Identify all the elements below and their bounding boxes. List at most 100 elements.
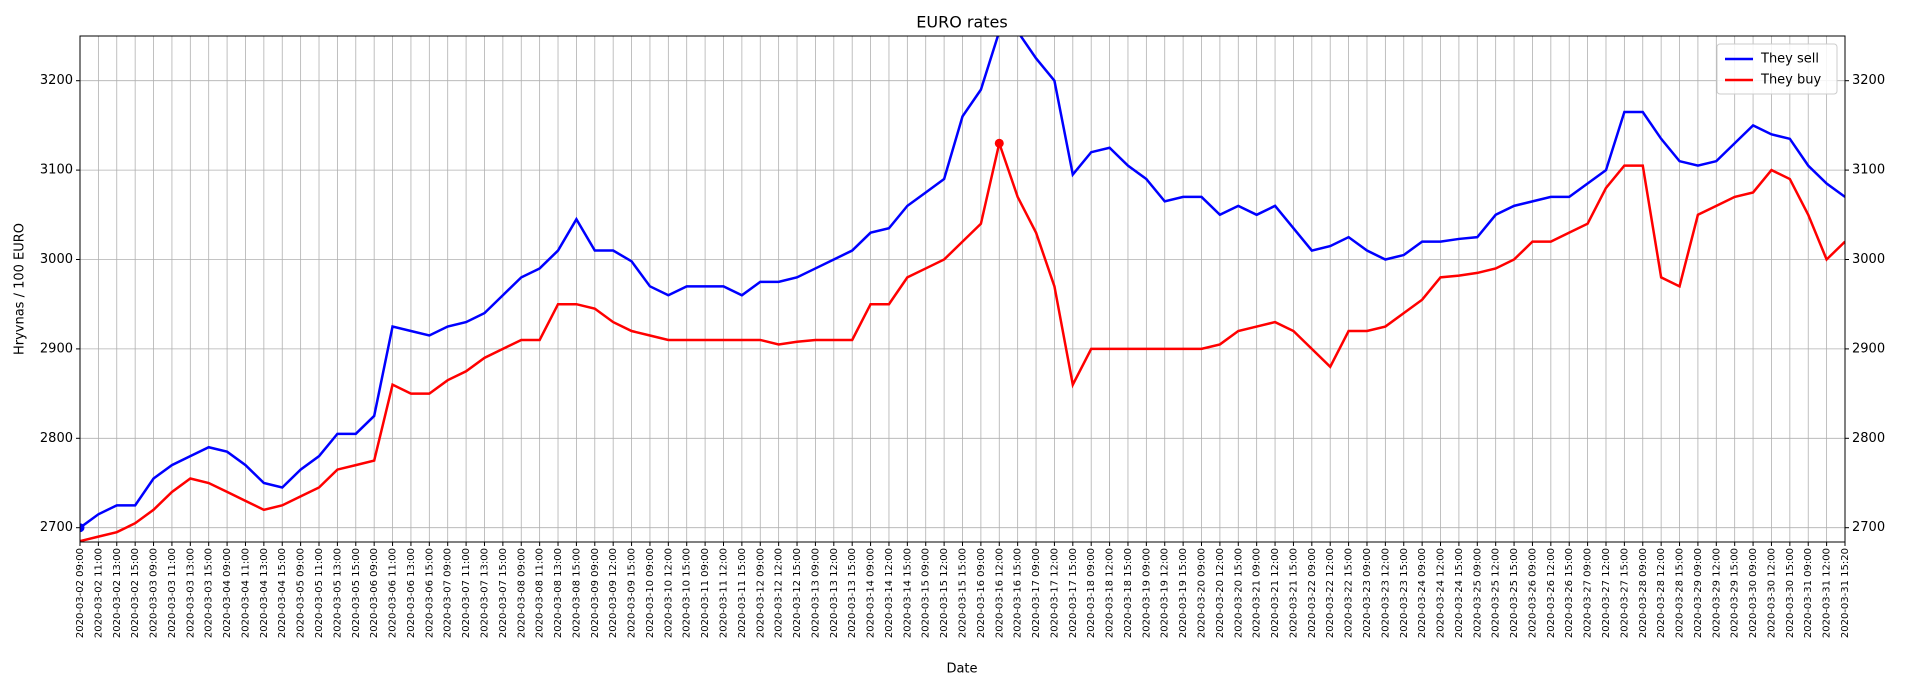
x-tick-label: 2020-03-18 09:00	[1086, 548, 1097, 638]
x-tick-label: 2020-03-24 15:00	[1454, 548, 1465, 638]
x-tick-label: 2020-03-05 09:00	[296, 548, 307, 638]
x-tick-label: 2020-03-09 09:00	[590, 548, 601, 638]
x-tick-label: 2020-03-19 09:00	[1141, 548, 1152, 638]
x-tick-label: 2020-03-03 15:00	[204, 548, 215, 638]
x-tick-label: 2020-03-07 11:00	[461, 548, 472, 638]
x-tick-label: 2020-03-11 12:00	[718, 548, 729, 638]
x-tick-label: 2020-03-14 15:00	[902, 548, 913, 638]
plot-area	[80, 36, 1845, 542]
x-tick-label: 2020-03-17 12:00	[1049, 548, 1060, 638]
x-tick-label: 2020-03-11 09:00	[700, 548, 711, 638]
x-tick-label: 2020-03-03 11:00	[167, 548, 178, 638]
x-tick-label: 2020-03-07 09:00	[443, 548, 454, 638]
x-tick-label: 2020-03-07 13:00	[479, 548, 490, 638]
x-tick-label: 2020-03-18 15:00	[1123, 548, 1134, 638]
x-tick-label: 2020-03-13 15:00	[847, 548, 858, 638]
x-tick-label: 2020-03-11 15:00	[737, 548, 748, 638]
x-tick-label: 2020-03-17 15:00	[1068, 548, 1079, 638]
x-tick-label: 2020-03-06 11:00	[388, 548, 399, 638]
x-tick-label: 2020-03-12 09:00	[755, 548, 766, 638]
y-tick-label: 3000	[40, 252, 73, 267]
x-tick-label: 2020-03-21 09:00	[1252, 548, 1263, 638]
x-axis-label: Date	[946, 662, 977, 677]
x-tick-label: 2020-03-26 15:00	[1564, 548, 1575, 638]
x-tick-label: 2020-03-13 09:00	[810, 548, 821, 638]
x-tick-label: 2020-03-16 15:00	[1013, 548, 1024, 638]
x-tick-label: 2020-03-20 15:00	[1233, 548, 1244, 638]
x-tick-label: 2020-03-21 15:00	[1288, 548, 1299, 638]
x-tick-label: 2020-03-20 12:00	[1215, 548, 1226, 638]
x-tick-label: 2020-03-06 13:00	[406, 548, 417, 638]
x-tick-label: 2020-03-06 09:00	[369, 548, 380, 638]
x-tick-label: 2020-03-10 12:00	[663, 548, 674, 638]
x-tick-label: 2020-03-16 12:00	[994, 548, 1005, 638]
x-tick-label: 2020-03-12 12:00	[774, 548, 785, 638]
x-tick-label: 2020-03-04 15:00	[277, 548, 288, 638]
y2-tick-label: 3100	[1852, 163, 1885, 178]
x-tick-label: 2020-03-08 11:00	[535, 548, 546, 638]
x-tick-label: 2020-03-02 13:00	[112, 548, 123, 638]
marker	[994, 138, 1004, 148]
y2-tick-label: 2700	[1852, 520, 1885, 535]
plot-frame	[79, 35, 1846, 543]
x-tick-label: 2020-03-29 15:00	[1730, 548, 1741, 638]
x-tick-label: 2020-03-19 12:00	[1160, 548, 1171, 638]
legend-label: They buy	[1760, 73, 1821, 88]
x-tick-label: 2020-03-14 09:00	[866, 548, 877, 638]
y-tick-label: 2700	[40, 520, 73, 535]
x-tick-label: 2020-03-16 09:00	[976, 548, 987, 638]
legend-box	[1716, 43, 1838, 95]
x-tick-label: 2020-03-08 13:00	[553, 548, 564, 638]
x-tick-label: 2020-03-05 13:00	[332, 548, 343, 638]
x-tick-label: 2020-03-27 15:00	[1619, 548, 1630, 638]
x-tick-label: 2020-03-15 15:00	[958, 548, 969, 638]
x-tick-label: 2020-03-09 15:00	[627, 548, 638, 638]
y2-tick-label: 2900	[1852, 341, 1885, 356]
x-tick-label: 2020-03-08 09:00	[516, 548, 527, 638]
x-tick-label: 2020-03-17 09:00	[1031, 548, 1042, 638]
x-tick-label: 2020-03-20 09:00	[1197, 548, 1208, 638]
x-tick-label: 2020-03-25 15:00	[1509, 548, 1520, 638]
x-tick-label: 2020-03-25 09:00	[1472, 548, 1483, 638]
x-tick-label: 2020-03-24 12:00	[1436, 548, 1447, 638]
x-tick-label: 2020-03-21 12:00	[1270, 548, 1281, 638]
x-tick-label: 2020-03-28 15:00	[1675, 548, 1686, 638]
y2-tick-label: 2800	[1852, 431, 1885, 446]
x-tick-label: 2020-03-10 15:00	[682, 548, 693, 638]
x-tick-label: 2020-03-29 12:00	[1711, 548, 1722, 638]
x-tick-label: 2020-03-22 09:00	[1307, 548, 1318, 638]
x-tick-label: 2020-03-06 15:00	[424, 548, 435, 638]
x-tick-label: 2020-03-25 12:00	[1491, 548, 1502, 638]
y2-tick-label: 3200	[1852, 73, 1885, 88]
x-tick-label: 2020-03-22 12:00	[1325, 548, 1336, 638]
x-tick-label: 2020-03-31 09:00	[1803, 548, 1814, 638]
x-tick-label: 2020-03-24 09:00	[1417, 548, 1428, 638]
x-tick-label: 2020-03-26 09:00	[1527, 548, 1538, 638]
y2-tick-label: 3000	[1852, 252, 1885, 267]
x-tick-label: 2020-03-19 15:00	[1178, 548, 1189, 638]
x-tick-label: 2020-03-02 11:00	[93, 548, 104, 638]
x-tick-label: 2020-03-14 12:00	[884, 548, 895, 638]
x-tick-label: 2020-03-15 09:00	[921, 548, 932, 638]
chart-title: EURO rates	[916, 13, 1007, 32]
x-tick-label: 2020-03-12 15:00	[792, 548, 803, 638]
x-tick-label: 2020-03-26 12:00	[1546, 548, 1557, 638]
legend-label: They sell	[1760, 52, 1819, 67]
x-tick-label: 2020-03-27 12:00	[1601, 548, 1612, 638]
x-tick-label: 2020-03-10 09:00	[645, 548, 656, 638]
x-tick-label: 2020-03-08 15:00	[571, 548, 582, 638]
y-tick-label: 2800	[40, 431, 73, 446]
x-tick-label: 2020-03-31 15:20	[1840, 548, 1851, 638]
legend: They sell They buy	[1716, 43, 1838, 95]
x-tick-label: 2020-03-28 09:00	[1638, 548, 1649, 638]
y-tick-label: 3200	[40, 73, 73, 88]
x-tick-label: 2020-03-03 13:00	[185, 548, 196, 638]
x-tick-label: 2020-03-30 12:00	[1766, 548, 1777, 638]
x-tick-label: 2020-03-27 09:00	[1583, 548, 1594, 638]
x-tick-label: 2020-03-23 15:00	[1399, 548, 1410, 638]
x-tick-label: 2020-03-22 15:00	[1344, 548, 1355, 638]
x-tick-label: 2020-03-02 09:00	[75, 548, 86, 638]
x-tick-label: 2020-03-04 11:00	[240, 548, 251, 638]
x-tick-label: 2020-03-09 12:00	[608, 548, 619, 638]
